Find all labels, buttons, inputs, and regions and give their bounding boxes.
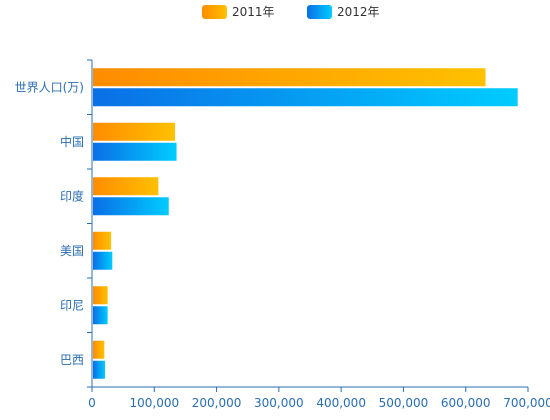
category-label: 巴西: [60, 353, 84, 367]
bar-2012-2[interactable]: [93, 197, 169, 216]
x-tick-label: 200,000: [192, 396, 242, 410]
x-tick-label: 700,000: [503, 396, 550, 410]
category-label: 印尼: [60, 298, 84, 312]
bar-2012-5[interactable]: [93, 360, 106, 379]
category-label: 印度: [60, 188, 84, 203]
x-tick-label: 300,000: [254, 396, 304, 410]
legend: 2011年 2012年: [202, 5, 380, 19]
bar-2011-1[interactable]: [93, 122, 176, 141]
x-tick-label: 600,000: [441, 396, 491, 410]
category-label: 美国: [60, 244, 84, 258]
legend-swatch-0[interactable]: [202, 5, 227, 19]
x-tick-label: 0: [88, 396, 96, 410]
bar-2012-3[interactable]: [93, 251, 113, 270]
bar-2012-0[interactable]: [93, 88, 518, 107]
x-tick-label: 400,000: [316, 396, 366, 410]
x-tick-label: 500,000: [379, 396, 429, 410]
bar-2011-0[interactable]: [93, 68, 486, 87]
bar-2011-5[interactable]: [93, 340, 105, 359]
bar-2011-3[interactable]: [93, 231, 112, 250]
bar-2012-1[interactable]: [93, 142, 177, 161]
legend-label-0[interactable]: 2011年: [232, 5, 275, 19]
bar-2011-4[interactable]: [93, 286, 108, 305]
legend-swatch-1[interactable]: [307, 5, 332, 19]
category-label: 世界人口(万): [15, 80, 84, 94]
bars: [93, 68, 518, 379]
bar-2012-4[interactable]: [93, 306, 108, 325]
category-label: 中国: [60, 134, 84, 149]
bar-2011-2[interactable]: [93, 177, 159, 196]
x-tick-label: 100,000: [129, 396, 179, 410]
legend-label-1[interactable]: 2012年: [337, 5, 380, 19]
